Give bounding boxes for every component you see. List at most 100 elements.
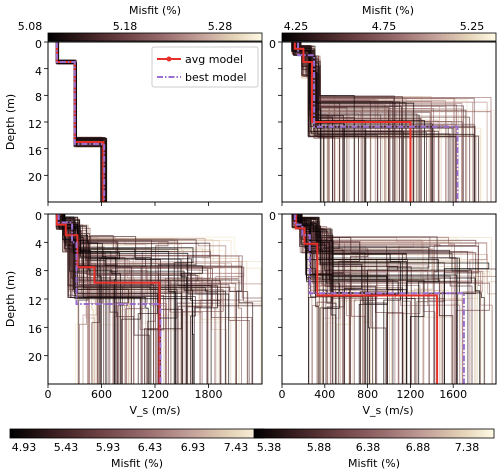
colorbar-tick: 4.25 [284,20,309,33]
ensemble-profile [58,42,104,202]
ensemble-profile [300,214,408,384]
y-tick-label: 12 [28,118,42,131]
colorbar-gradient [9,428,265,439]
y-tick-label: 20 [28,351,42,364]
ensemble-profile [56,42,102,202]
colorbar-tick: 4.93 [12,441,37,454]
x-tick-label: 1800 [195,388,223,401]
panel-top-right [278,41,497,206]
ensemble-profile [58,42,102,202]
colorbar-gradient [281,32,497,42]
ensemble-profile [57,42,106,202]
x-tick-label: 600 [91,388,112,401]
colorbar-bottom-left: 4.93 5.43 5.93 6.43 6.93 7.43 Misfit (%) [9,428,265,470]
ensemble-profile [299,214,370,384]
ensemble-profile [57,42,107,202]
legend: avg model best model [151,46,259,88]
colorbar-tick: 7.38 [455,441,480,454]
panel-top-left [44,41,263,206]
ensemble-profile [57,42,104,202]
colorbar-gradient [47,32,263,42]
ensemble-profile [56,42,107,202]
x-tick-label: 1200 [141,388,169,401]
y-tick-label: 16 [28,323,42,336]
ensemble-profile [55,42,103,202]
ensemble-profile [56,42,106,202]
ensemble-profile [56,42,102,202]
colorbar-label: Misfit (%) [129,4,181,17]
y-tick-label: 16 [28,145,42,158]
ensemble-profile [55,42,107,202]
ensemble-profile [57,42,104,202]
ensemble-profile [55,42,106,202]
x-tick-label: 0 [45,388,52,401]
ensemble-profile [55,42,104,202]
x-axis-label: V_s (m/s) [130,404,181,417]
ensemble-profile [56,42,103,202]
x-tick-label: 1600 [439,388,467,401]
colorbar-tick: 7.43 [224,441,249,454]
best-model-line [57,214,162,384]
y-axis-label: Depth (m) [4,94,17,150]
avg-model-line [55,42,105,202]
ensemble-profile [55,42,102,202]
ensemble-profile [57,42,105,202]
colorbar-tick: 5.08 [18,20,43,33]
y-tick-label: 4 [35,65,42,78]
ensemble-profile [57,42,105,202]
ensemble-profile [294,214,458,384]
ensemble-profile [56,42,104,202]
colorbar-tick: 5.28 [208,20,233,33]
ensemble-profile [296,214,425,384]
ensemble-profile [58,42,107,202]
ensemble-profile [55,42,107,202]
ensemble-profile [56,42,105,202]
legend-avg-marker [166,56,172,62]
ensemble-profile [56,42,107,202]
ensemble-profile [56,42,107,202]
y-axis-top-right: 0 [269,38,276,51]
y-axis-top: 0 4 8 12 16 20 Depth (m) [4,38,42,184]
colorbar-top-left: Misfit (%) 5.08 5.18 5.28 [18,4,263,42]
ensemble-profile [56,42,103,202]
y-axis-bottom-right: 0 [269,210,276,223]
ensemble-profile [56,42,106,202]
y-tick-label: 8 [35,266,42,279]
ensemble-profile [55,42,104,202]
ensemble-profile [57,42,104,202]
ensemble-profile [57,42,107,202]
ensemble-profile [57,42,102,202]
ensemble-profile [57,42,107,202]
ensemble-profile [56,42,107,202]
ensemble-profile [56,42,107,202]
ensemble-profile [56,214,120,384]
legend-best-label: best model [185,71,247,84]
ensemble-profile [64,214,187,384]
y-tick-label: 4 [35,238,42,251]
ensemble-profile [57,42,104,202]
y-axis-bottom: 0 4 8 12 16 20 Depth (m) [4,210,42,364]
ensemble-profile [56,42,103,202]
ensemble-profile [56,42,107,202]
ensemble-profile [56,42,104,202]
ensemble-profile [62,214,176,384]
ensemble-profile [56,42,103,202]
colorbar-tick: 6.88 [406,441,431,454]
colorbar-tick: 4.75 [372,20,397,33]
y-tick-label: 0 [35,38,42,51]
colorbar-tick: 6.93 [181,441,206,454]
ensemble-profile [57,42,104,202]
ensemble-profile [57,42,102,202]
x-axis-bottom-left: 0 600 1200 1800 V_s (m/s) [45,388,223,417]
ensemble-profile [298,42,425,202]
ensemble-profile [56,42,104,202]
x-axis-label: V_s (m/s) [363,404,414,417]
x-tick-label: 400 [314,388,335,401]
ensemble-profile [58,42,102,202]
x-tick-label: 800 [357,388,378,401]
x-axis-bottom-right: 0 400 800 1200 1600 V_s (m/s) [279,388,468,417]
panel-bottom-left [44,213,263,388]
y-tick-label: 0 [269,210,276,223]
panel-bottom-right [278,213,497,388]
